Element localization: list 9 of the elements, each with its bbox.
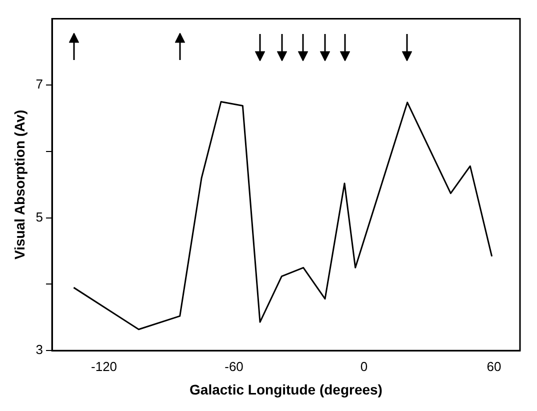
y-axis-title: Visual Absorption (Av) <box>11 110 28 260</box>
x-tick-label: 60 <box>486 358 502 374</box>
x-tick-label: -60 <box>224 358 244 374</box>
x-tick-label: 0 <box>360 358 368 374</box>
y-tick-label: 7 <box>36 76 44 92</box>
y-tick-label: 5 <box>36 209 44 224</box>
y-tick-label: 3 <box>36 342 44 358</box>
x-tick-label: -120 <box>91 358 118 374</box>
x-axis-title: Galactic Longitude (degrees) <box>190 381 382 398</box>
